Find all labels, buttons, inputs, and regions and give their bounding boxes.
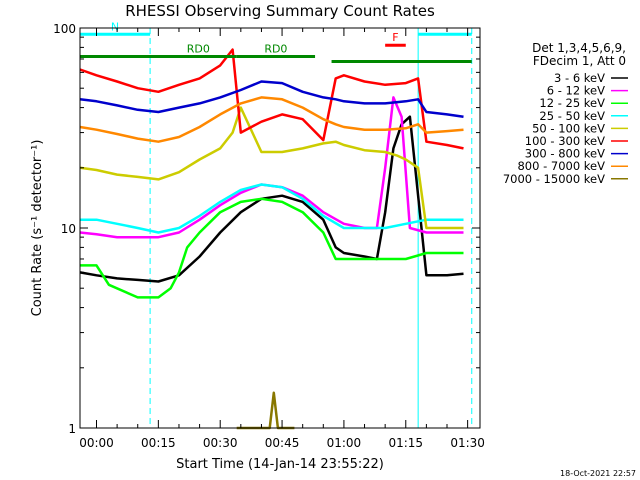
series-line-4 [79,106,464,230]
state-bar-label-3: RD0 [187,43,210,56]
x-tick-label-3: 00:45 [265,436,300,450]
x-tick-label-1: 00:15 [141,436,176,450]
series-line-3 [80,183,464,234]
legend-label-4: 50 - 100 keV [532,121,605,135]
legend-label-2: 12 - 25 keV [539,96,605,110]
series-line-8 [236,391,295,430]
legend: Det 1,3,4,5,6,9, FDecim 1, Att 0 3 - 6 k… [503,41,628,186]
footer-timestamp: 18-Oct-2021 22:57 [560,469,636,478]
series-line-2 [80,197,464,299]
legend-header-line-2: FDecim 1, Att 0 [533,54,626,68]
y-axis-label: Count Rate (s⁻¹ detector⁻¹) [30,140,45,317]
x-axis-label: Start Time (14-Jan-14 23:55:22) [176,457,384,472]
chart-title: RHESSI Observing Summary Count Rates [125,2,435,20]
state-bar-label-4: RD0 [264,43,287,56]
legend-label-6: 300 - 800 keV [525,147,605,161]
series-line-5 [79,48,464,150]
series-line-6 [79,80,464,118]
legend-label-1: 6 - 12 keV [547,84,605,98]
state-bar-label-2: F [392,31,398,44]
legend-label-7: 800 - 7000 keV [517,159,605,173]
x-tick-label-2: 00:30 [203,436,238,450]
legend-label-0: 3 - 6 keV [554,71,605,85]
series-line-7 [79,96,464,143]
series-line-1 [79,96,464,239]
y-tick-label-2: 100 [53,22,76,36]
x-tick-label-4: 01:00 [327,436,362,450]
state-bar-label-0: N [111,20,119,33]
legend-label-8: 7000 - 15000 keV [503,172,605,186]
x-tick-label-5: 01:15 [388,436,423,450]
legend-label-3: 25 - 50 keV [539,109,605,123]
x-tick-label-6: 01:30 [450,436,485,450]
legend-header-line-1: Det 1,3,4,5,6,9, [532,41,626,55]
legend-label-5: 100 - 300 keV [525,134,605,148]
x-tick-label-0: 00:00 [79,436,114,450]
y-tick-label-1: 10 [61,222,76,236]
y-tick-label-0: 1 [68,422,76,436]
